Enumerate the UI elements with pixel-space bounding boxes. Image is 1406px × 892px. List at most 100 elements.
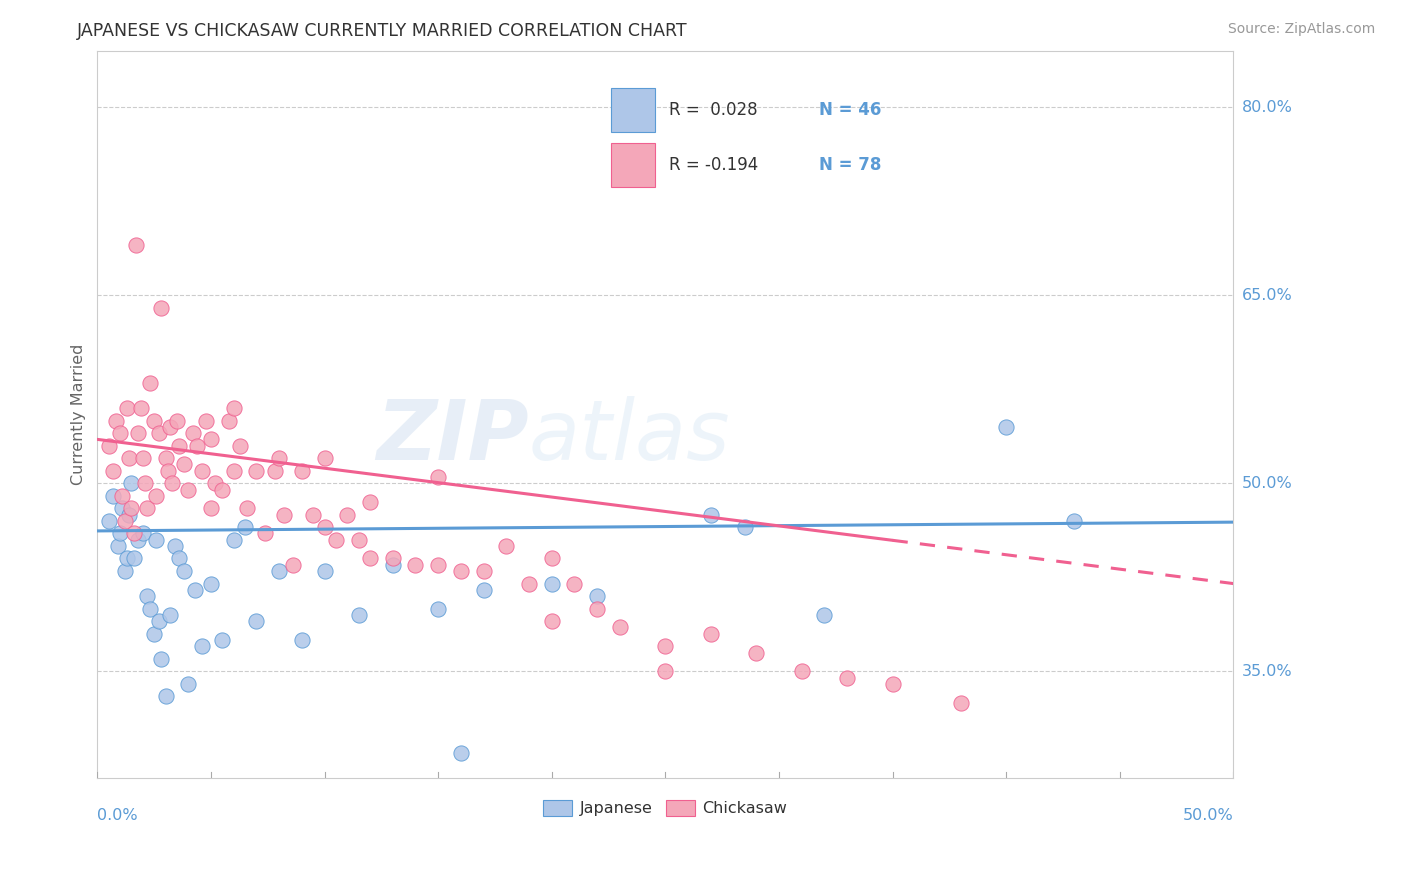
Point xyxy=(191,640,214,654)
Point xyxy=(138,376,160,390)
Point xyxy=(159,420,181,434)
Point xyxy=(472,564,495,578)
Point xyxy=(155,690,177,704)
Point xyxy=(200,576,222,591)
Point xyxy=(122,526,145,541)
Point xyxy=(381,551,404,566)
Point xyxy=(143,626,166,640)
Point xyxy=(200,433,222,447)
Point xyxy=(700,508,723,522)
Point xyxy=(118,508,141,522)
Point xyxy=(325,533,347,547)
Text: Source: ZipAtlas.com: Source: ZipAtlas.com xyxy=(1227,22,1375,37)
Point xyxy=(111,489,134,503)
Text: JAPANESE VS CHICKASAW CURRENTLY MARRIED CORRELATION CHART: JAPANESE VS CHICKASAW CURRENTLY MARRIED … xyxy=(77,22,688,40)
Point xyxy=(156,464,179,478)
Point xyxy=(186,439,208,453)
Point xyxy=(132,451,155,466)
Point xyxy=(184,582,207,597)
Point xyxy=(273,508,295,522)
Point xyxy=(127,426,149,441)
Point xyxy=(654,665,676,679)
Point xyxy=(181,426,204,441)
Point xyxy=(118,451,141,466)
Point xyxy=(281,558,304,572)
Point xyxy=(269,564,291,578)
Point xyxy=(166,413,188,427)
Point xyxy=(136,501,159,516)
Point xyxy=(314,520,336,534)
Point xyxy=(163,539,186,553)
Text: ZIP: ZIP xyxy=(377,396,529,476)
Point xyxy=(1063,514,1085,528)
Point xyxy=(540,551,562,566)
Point xyxy=(145,533,167,547)
Point xyxy=(790,665,813,679)
Point xyxy=(222,464,245,478)
Point xyxy=(314,451,336,466)
Point xyxy=(127,533,149,547)
Point xyxy=(347,607,370,622)
Point xyxy=(177,483,200,497)
Point xyxy=(125,238,148,252)
Point xyxy=(115,551,138,566)
Point xyxy=(195,413,218,427)
Point xyxy=(148,426,170,441)
Point xyxy=(291,464,314,478)
Point xyxy=(132,526,155,541)
Point xyxy=(134,476,156,491)
Point xyxy=(167,439,190,453)
Point xyxy=(995,420,1018,434)
Point xyxy=(111,501,134,516)
Point xyxy=(129,401,152,415)
Y-axis label: Currently Married: Currently Married xyxy=(72,343,86,485)
Point xyxy=(97,514,120,528)
Point xyxy=(381,558,404,572)
Point xyxy=(173,564,195,578)
Point xyxy=(359,495,381,509)
Point xyxy=(302,508,325,522)
Text: 65.0%: 65.0% xyxy=(1241,288,1292,302)
Point xyxy=(654,640,676,654)
Point xyxy=(104,413,127,427)
Point xyxy=(586,601,609,615)
Point xyxy=(148,614,170,628)
Point xyxy=(336,508,359,522)
Point xyxy=(495,539,517,553)
Point xyxy=(167,551,190,566)
Point xyxy=(149,652,172,666)
Point xyxy=(236,501,259,516)
Point xyxy=(540,576,562,591)
Point xyxy=(450,564,472,578)
Text: 35.0%: 35.0% xyxy=(1241,664,1292,679)
Point xyxy=(120,476,142,491)
Point xyxy=(517,576,540,591)
Point xyxy=(108,526,131,541)
Point xyxy=(177,677,200,691)
Point xyxy=(427,470,450,484)
Point xyxy=(229,439,252,453)
Point xyxy=(162,476,184,491)
Text: 50.0%: 50.0% xyxy=(1241,475,1292,491)
Point xyxy=(837,671,859,685)
Point xyxy=(245,464,267,478)
Point xyxy=(173,458,195,472)
Point xyxy=(211,483,233,497)
Point xyxy=(314,564,336,578)
Point xyxy=(138,601,160,615)
Point xyxy=(263,464,285,478)
Point xyxy=(143,413,166,427)
Point xyxy=(245,614,267,628)
Point xyxy=(347,533,370,547)
Point xyxy=(159,607,181,622)
Text: atlas: atlas xyxy=(529,396,731,476)
Point xyxy=(97,439,120,453)
Point xyxy=(540,614,562,628)
Point xyxy=(114,564,136,578)
Point xyxy=(427,601,450,615)
Point xyxy=(136,589,159,603)
Point xyxy=(254,526,277,541)
Point xyxy=(107,539,129,553)
Point xyxy=(145,489,167,503)
Point xyxy=(949,696,972,710)
